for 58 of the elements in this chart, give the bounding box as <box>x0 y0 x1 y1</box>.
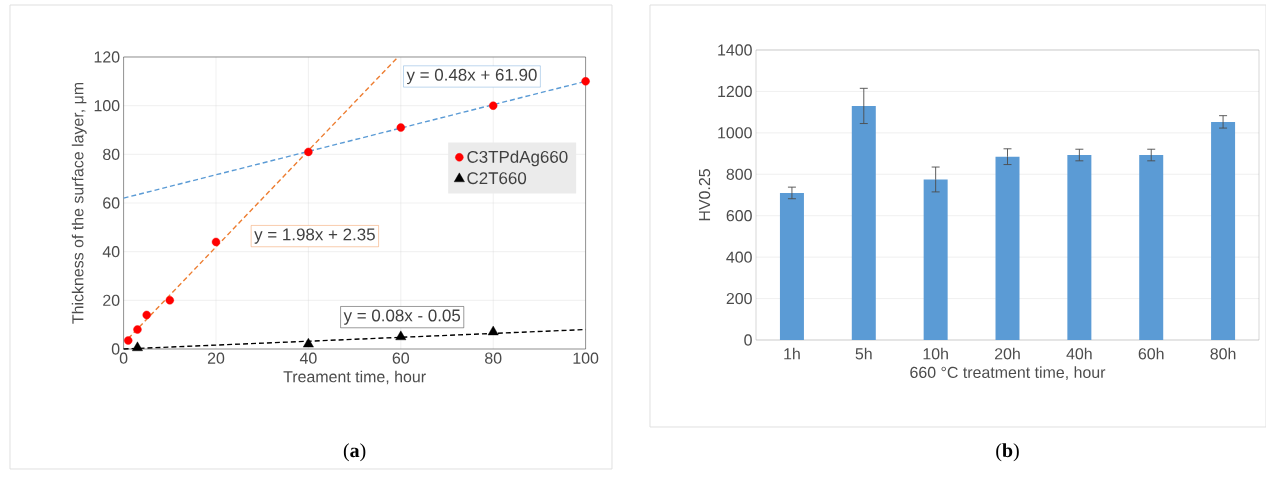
x-tick-label: 40 <box>299 352 317 364</box>
x-tick-label: 60h <box>1138 347 1164 360</box>
bar <box>995 156 1020 340</box>
y-tick-label: 80 <box>103 148 120 160</box>
point <box>487 325 499 336</box>
bar <box>1139 155 1164 340</box>
point <box>211 237 221 247</box>
x-tick-label: 20 <box>207 352 225 364</box>
x-tick-label: 10h <box>923 347 948 360</box>
bar <box>1211 121 1236 340</box>
bar <box>923 179 948 340</box>
y-tick-label: 400 <box>726 251 752 263</box>
y-tick-label: 20 <box>103 294 120 306</box>
bar <box>851 105 876 340</box>
point <box>489 101 498 110</box>
point <box>395 330 407 341</box>
y-tick-label: 1000 <box>718 127 752 139</box>
y-tick-label: 100 <box>94 100 120 112</box>
y-tick-label: 800 <box>726 168 752 180</box>
point <box>132 341 143 351</box>
y-tick-label: 600 <box>726 210 752 222</box>
y-tick-label: 40 <box>102 246 120 258</box>
point <box>124 336 133 345</box>
x-axis-title: 660 °C treatment time, hour <box>910 366 1106 380</box>
annotation: y = 0.08x - 0.05 <box>343 309 461 325</box>
legend-label: C3TPdAg660 <box>467 150 568 167</box>
x-axis-title: Treament time, hour <box>283 370 426 385</box>
text: (a) <box>343 443 366 462</box>
point <box>165 296 174 305</box>
x-tick-label: 100 <box>573 352 599 364</box>
x-tick-label: 1h <box>784 347 800 360</box>
x-tick-label: 20h <box>995 347 1020 360</box>
x-tick-label: 60 <box>392 352 410 364</box>
text: (b) <box>996 443 1019 462</box>
legend-label: C2T660 <box>467 172 527 185</box>
x-tick-label: 5h <box>855 347 872 360</box>
y-tick-label: 200 <box>726 292 752 305</box>
y-axis-title: HV0.25 <box>698 169 711 221</box>
x-tick-label: 0 <box>119 352 128 364</box>
annotation: y = 0.48x + 61.90 <box>406 68 537 85</box>
point <box>303 337 314 348</box>
point <box>304 147 313 157</box>
point <box>581 77 590 86</box>
y-tick-label: 120 <box>94 51 120 63</box>
y-tick-label: 1400 <box>718 44 752 56</box>
y-tick-label: 0 <box>744 334 752 346</box>
bar <box>779 192 804 340</box>
bar <box>1067 155 1092 340</box>
point <box>396 123 405 132</box>
y-tick-label: 1200 <box>718 85 752 98</box>
x-tick-label: 40h <box>1066 347 1092 360</box>
x-tick-label: 80 <box>485 352 502 364</box>
y-axis-title: Thickness of the surface layer, μm <box>71 82 87 324</box>
point <box>142 310 151 320</box>
annotation: y = 1.98x + 2.35 <box>254 228 375 244</box>
y-tick-label: 60 <box>103 197 120 209</box>
point <box>133 325 142 334</box>
x-tick-label: 80h <box>1210 347 1236 360</box>
